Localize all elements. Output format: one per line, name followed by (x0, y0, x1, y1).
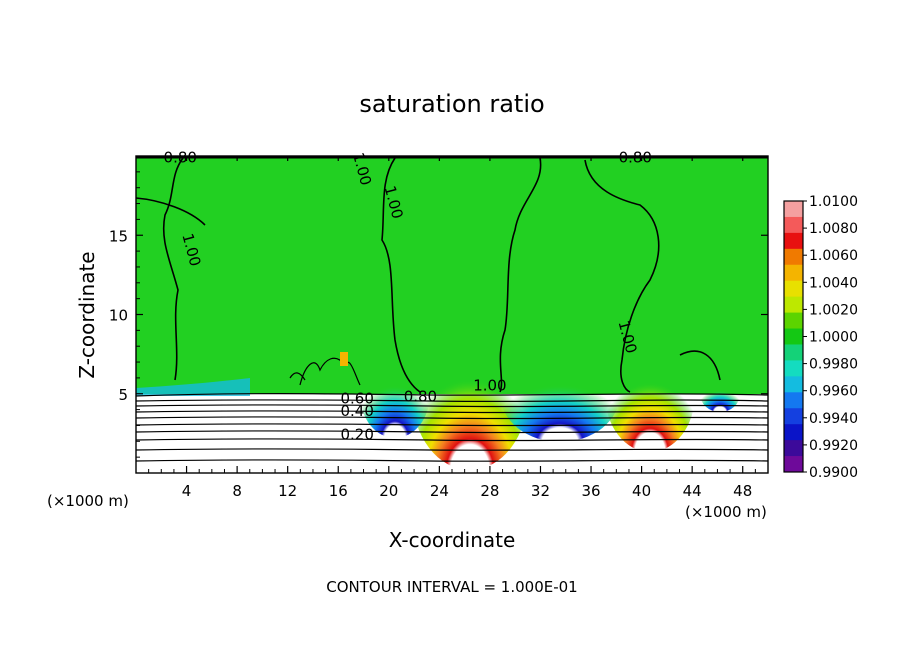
colorbar-label: 0.9940 (809, 411, 858, 427)
blue-band-left (136, 378, 250, 396)
contour-label: 1.00 (473, 377, 506, 395)
colorbar: 1.0100 1.0080 1.0060 1.0040 1.0020 1.0000 0.99… (783, 194, 858, 481)
y-tick-label: 5 (118, 386, 128, 404)
x-axis: 4 8 12 16 20 24 28 32 36 40 44 48 (148, 156, 756, 500)
colorbar-label: 1.0040 (809, 275, 858, 291)
contour-100-c (499, 157, 542, 393)
contour-label: 0.20 (340, 426, 373, 444)
x-tick-label: 44 (683, 482, 702, 500)
colorbar-label: 0.9980 (809, 357, 858, 373)
contour-label: 0.40 (340, 402, 373, 420)
colorbar-label: 1.0080 (809, 221, 858, 237)
x-tick-label: 20 (379, 482, 398, 500)
contour-label: 0.80 (619, 148, 652, 166)
contour-100-e (136, 197, 206, 226)
contour-label: 0.80 (164, 148, 197, 166)
colorbar-swatch (784, 280, 803, 298)
colorbar-label: 0.9960 (809, 384, 858, 400)
x-unit-right: (×1000 m) (685, 503, 767, 521)
colorbar-label: 1.0020 (809, 302, 858, 318)
contour-100-b (381, 157, 421, 393)
colorbar-swatch (784, 456, 803, 473)
x-tick-label: 16 (329, 482, 348, 500)
contour-label: 0.80 (404, 388, 437, 406)
x-tick-label: 40 (632, 482, 651, 500)
noisy-contours (289, 357, 361, 386)
colorbar-label: 1.0100 (809, 194, 858, 210)
colorbar-swatch (784, 408, 803, 425)
x-tick-label: 48 (733, 482, 752, 500)
x-tick-label: 28 (480, 482, 499, 500)
colorbar-swatch (784, 424, 803, 441)
contour-100-d (584, 159, 660, 393)
colorbar-label: 1.0060 (809, 248, 858, 264)
x-unit-left: (×1000 m) (47, 492, 129, 510)
colorbar-swatch (784, 312, 803, 330)
noisy-patch (340, 352, 348, 366)
chart-title: saturation ratio (359, 90, 544, 118)
y-tick-label: 10 (109, 307, 128, 325)
colorbar-swatch (784, 264, 803, 282)
contour-100-a (162, 157, 184, 381)
colorbar-swatch (784, 216, 803, 234)
x-axis-label: X-coordinate (389, 528, 516, 552)
colorbar-swatch (784, 232, 803, 250)
plot-area (136, 156, 768, 473)
y-axis-label: Z-coordinate (75, 251, 99, 378)
colorbar-swatch (784, 344, 803, 361)
contour-100-f (679, 350, 721, 381)
colorbar-swatch (784, 328, 803, 345)
x-tick-label: 24 (430, 482, 449, 500)
colorbar-label: 0.9900 (809, 465, 858, 481)
colorbar-label: 0.9920 (809, 438, 858, 454)
colorbar-swatch (784, 392, 803, 409)
contour-interval-note: CONTOUR INTERVAL = 1.000E-01 (326, 578, 577, 596)
y-tick-label: 15 (109, 227, 128, 245)
x-tick-label: 12 (278, 482, 297, 500)
x-tick-label: 36 (581, 482, 600, 500)
x-tick-label: 4 (182, 482, 192, 500)
colorbar-swatch (784, 360, 803, 377)
contour-label: 0.60 (340, 389, 373, 407)
colorbar-swatch (784, 376, 803, 393)
y-axis: 5 10 15 (109, 171, 768, 458)
colorbar-swatch (784, 296, 803, 314)
colorbar-swatch (784, 201, 803, 218)
colorbar-label: 1.0000 (809, 330, 858, 346)
x-tick-label: 8 (232, 482, 242, 500)
lower-contour-stack (136, 393, 768, 462)
x-tick-label: 32 (531, 482, 550, 500)
colorbar-swatch (784, 248, 803, 266)
colorbar-swatch (784, 440, 803, 457)
